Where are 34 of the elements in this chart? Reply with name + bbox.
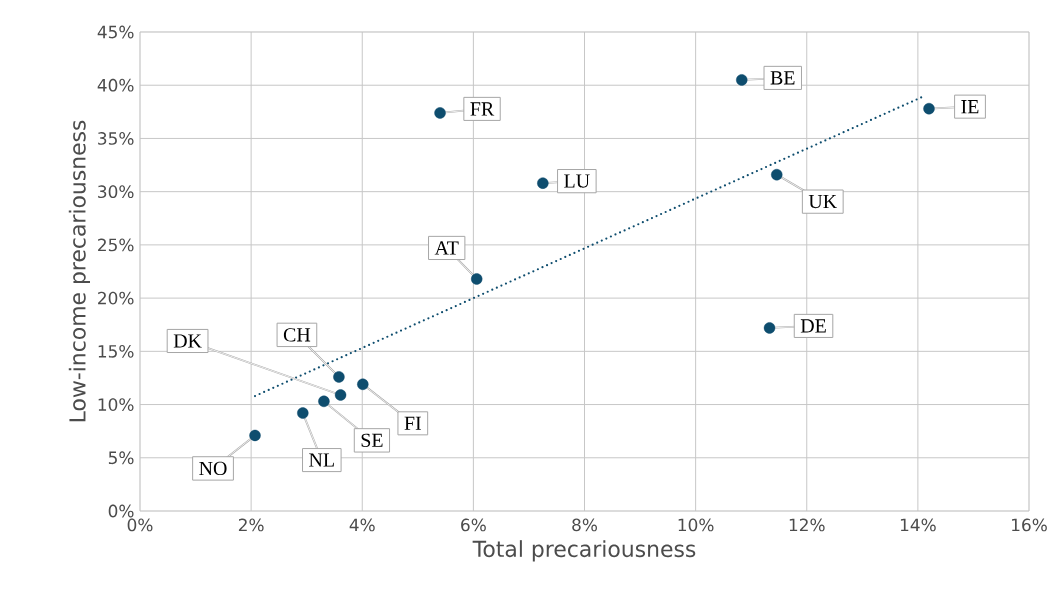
annotation: UK [808,195,837,209]
x-axis-title: Total precariousness [472,540,696,562]
x-tick-label: 6% [461,518,486,532]
annotation: AT [434,241,459,255]
x-tick-label: 2% [238,518,264,532]
x-tick-label: 0% [127,518,153,532]
y-tick-label: 15% [98,344,134,358]
x-tick-label: 14% [900,518,936,532]
annotation: LU [564,174,590,188]
x-tick-label: 4% [349,518,375,532]
annotation: FR [470,102,495,116]
annotation: CH [283,328,311,342]
y-tick-label: 45% [97,25,134,39]
annotation: IE [961,100,979,114]
x-tick-label: 10% [678,518,714,532]
y-tick-label: 35% [98,132,134,145]
y-tick-label: 20% [98,291,134,305]
x-tick-label: 8% [572,518,597,532]
annotation: BE [770,71,795,85]
annotation: SE [361,433,383,448]
y-axis-title: Low-income precariousness [68,120,90,422]
y-tick-label: 5% [108,451,134,465]
x-tick-label: 16% [1012,518,1047,532]
y-tick-label: 10% [98,398,134,411]
y-tick-label: 30% [98,185,134,199]
x-tick-label: 12% [789,518,825,532]
y-tick-label: 40% [97,78,134,92]
y-tick-label: 25% [98,238,134,252]
annotation: NO [199,461,227,476]
annotation: DK [173,334,202,348]
annotation: FI [404,416,421,430]
annotation: DE [800,319,826,333]
y-tick-label: 0% [108,504,134,518]
annotation: NL [309,453,334,467]
